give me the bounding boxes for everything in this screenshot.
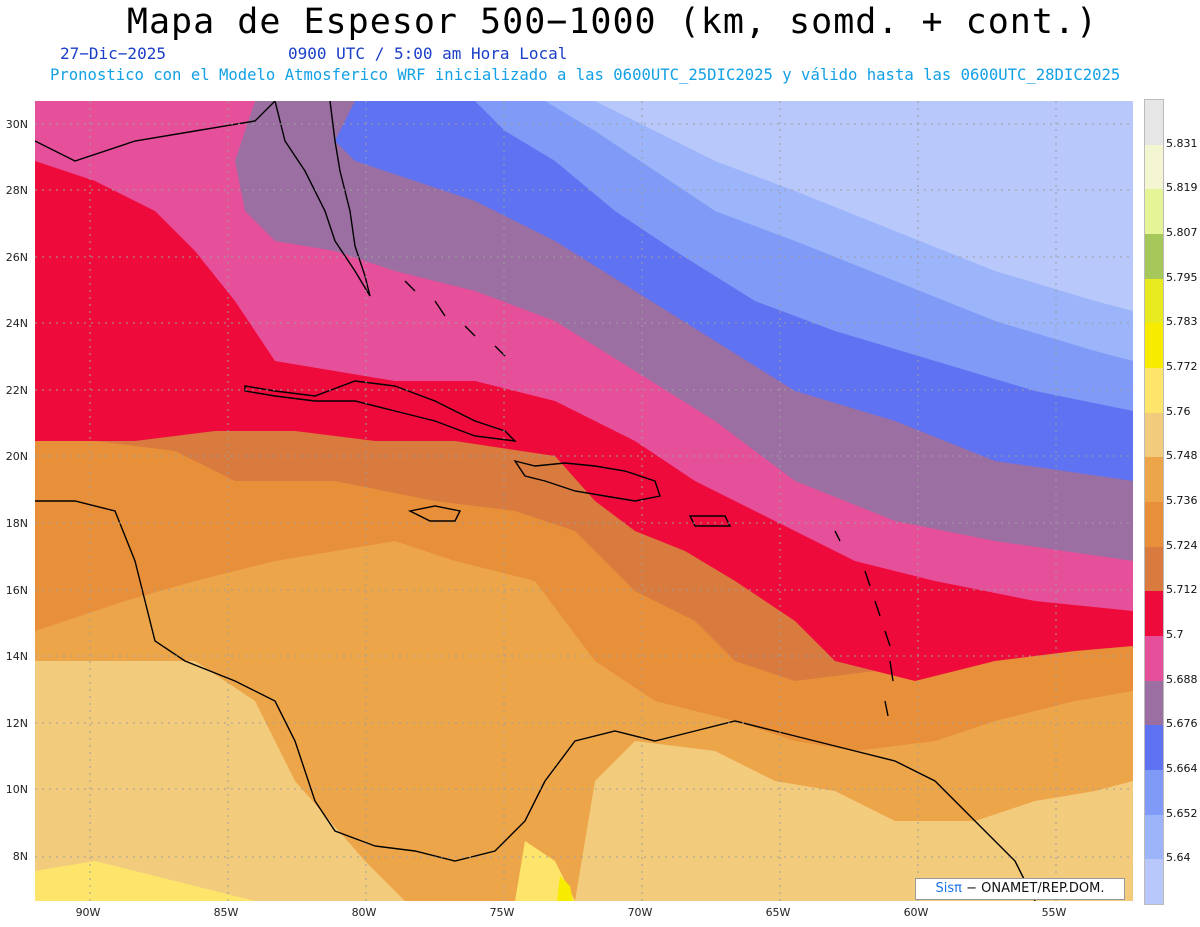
colorbar-segment <box>1145 502 1163 548</box>
lat-label: 10N <box>5 783 28 796</box>
thickness-map <box>35 101 1133 901</box>
lat-label: 22N <box>5 384 28 397</box>
colorbar-segment <box>1145 725 1163 771</box>
colorbar-label: 5.676 <box>1166 717 1198 731</box>
colorbar-label: 5.688 <box>1166 672 1198 686</box>
lat-label: 14N <box>5 650 28 663</box>
map-title: Mapa de Espesor 500−1000 (km, somd. + co… <box>126 2 1099 42</box>
colorbar-segment <box>1145 278 1163 324</box>
lat-label: 12N <box>5 717 28 730</box>
colorbar-label: 5.652 <box>1166 806 1198 820</box>
colorbar-label: 5.795 <box>1166 270 1198 284</box>
colorbar-segment <box>1145 368 1163 414</box>
lat-label: 28N <box>5 184 28 197</box>
colorbar <box>1144 99 1164 905</box>
colorbar-segment <box>1145 770 1163 816</box>
colorbar-label: 5.831 <box>1166 136 1198 150</box>
colorbar-segment <box>1145 189 1163 235</box>
colorbar-label: 5.807 <box>1166 226 1198 239</box>
band-5628 <box>595 101 1133 311</box>
colorbar-segment <box>1145 591 1163 637</box>
credit-box: Sisπ − ONAMET/REP.DOM. <box>915 878 1125 900</box>
lat-label: 18N <box>5 517 28 530</box>
sis-logo-text: Sisπ <box>935 881 962 896</box>
lat-label: 8N <box>12 850 28 863</box>
colorbar-label: 5.664 <box>1166 762 1198 775</box>
lon-label: 90W <box>75 906 101 919</box>
colorbar-label: 5.7 <box>1166 628 1184 641</box>
graticule <box>35 101 1133 901</box>
lon-label: 80W <box>351 906 377 919</box>
colorbar-segment <box>1145 100 1163 146</box>
colorbar-segment <box>1145 546 1163 592</box>
colorbar-segment <box>1145 636 1163 682</box>
colorbar-label: 5.748 <box>1166 449 1198 463</box>
lon-label: 65W <box>765 906 791 919</box>
colorbar-label: 5.819 <box>1166 181 1198 195</box>
lat-label: 16N <box>5 584 28 597</box>
colorbar-segment <box>1145 144 1163 190</box>
forecast-date: 27−Dic−2025 <box>60 44 166 63</box>
colorbar-label: 5.64 <box>1166 851 1191 865</box>
colorbar-segment <box>1145 814 1163 860</box>
colorbar-label: 5.724 <box>1166 538 1198 552</box>
lat-label: 24N <box>5 317 28 330</box>
lon-label: 75W <box>489 906 515 919</box>
lon-label: 70W <box>627 906 653 919</box>
lon-label: 85W <box>213 906 239 919</box>
colorbar-segment <box>1145 457 1163 503</box>
colorbar-label: 5.783 <box>1166 315 1198 329</box>
lon-label: 55W <box>1041 906 1067 919</box>
credit-text: − ONAMET/REP.DOM. <box>966 881 1105 896</box>
lat-label: 20N <box>5 450 28 463</box>
colorbar-label: 5.736 <box>1166 494 1198 507</box>
lon-label: 60W <box>903 906 929 919</box>
colorbar-segment <box>1145 859 1163 905</box>
lat-label: 30N <box>5 118 28 131</box>
lat-label: 26N <box>5 251 28 264</box>
colorbar-label: 5.772 <box>1166 360 1198 373</box>
colorbar-label: 5.712 <box>1166 583 1198 597</box>
colorbar-segment <box>1145 234 1163 280</box>
colorbar-label: 5.76 <box>1166 404 1191 418</box>
band-5772 <box>557 876 573 901</box>
forecast-time: 0900 UTC / 5:00 am Hora Local <box>288 44 568 63</box>
colorbar-segment <box>1145 323 1163 369</box>
colorbar-segment <box>1145 680 1163 726</box>
model-description: Pronostico con el Modelo Atmosferico WRF… <box>50 66 1121 84</box>
coastlines <box>35 101 1036 901</box>
colorbar-segment <box>1145 412 1163 458</box>
